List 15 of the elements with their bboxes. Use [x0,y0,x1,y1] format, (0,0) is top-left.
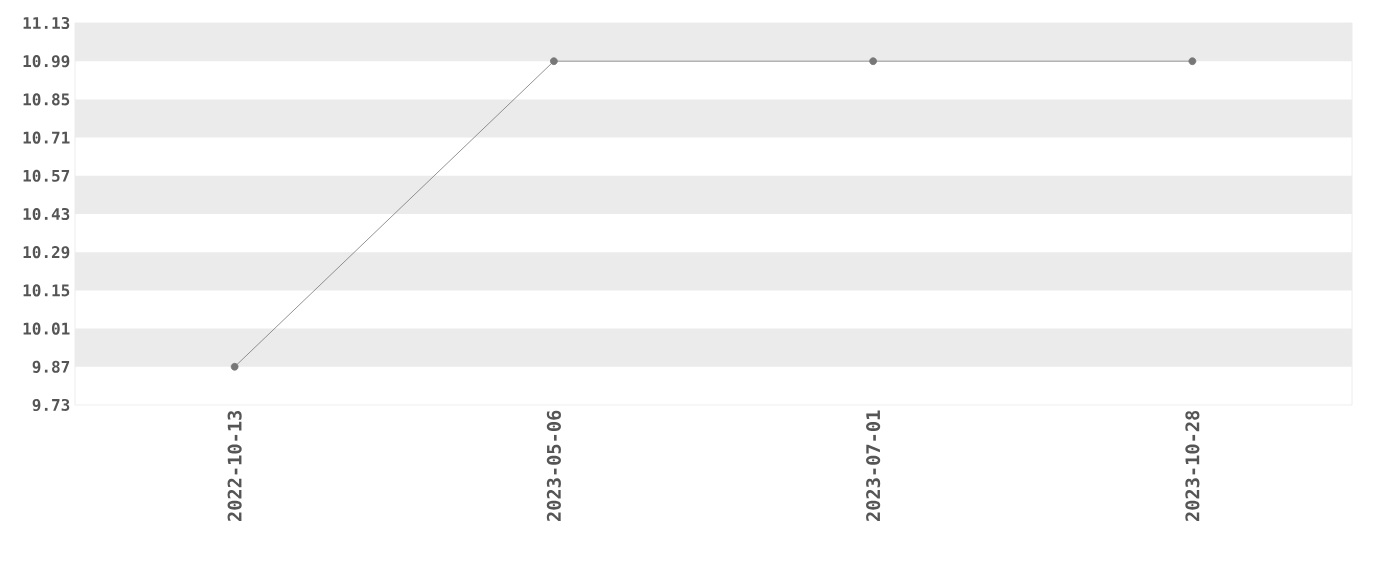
x-tick-label: 2022-10-13 [227,410,242,522]
y-tick-label: 10.57 [23,169,70,182]
y-tick-label: 10.43 [23,207,70,221]
y-tick-label: 9.73 [32,398,70,412]
y-tick-label: 10.85 [23,93,70,106]
y-tick-label: 9.87 [32,360,70,373]
x-tick-label: 2023-05-06 [546,410,561,522]
y-tick-label: 10.71 [23,131,70,144]
y-tick-label: 10.15 [23,284,70,297]
x-tick-label: 2023-10-28 [1185,410,1200,522]
y-tick-label: 11.13 [23,16,70,30]
y-tick-label: 10.01 [23,322,70,335]
y-tick-label: 10.29 [23,246,70,259]
x-tick-label: 2023-07-01 [866,410,881,522]
y-tick-label: 10.99 [23,55,70,68]
